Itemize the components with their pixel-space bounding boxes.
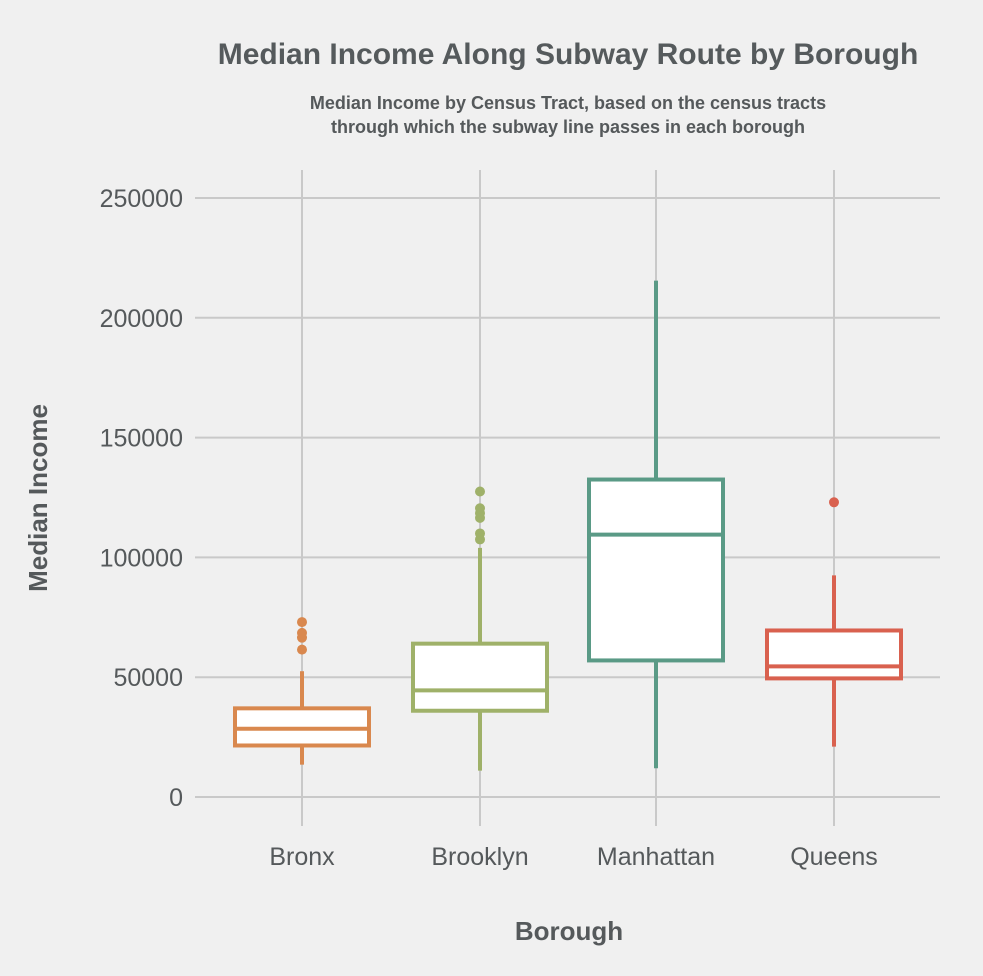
box-brooklyn [411,486,549,771]
outlier-point [297,617,307,628]
y-tick-label: 150000 [100,425,183,453]
outlier-point [475,528,485,539]
outlier-point [475,486,485,497]
chart-subtitle-line-2: through which the subway line passes in … [331,117,805,137]
outlier-point [297,627,307,638]
outlier-point [475,503,485,514]
outlier-point [297,644,307,655]
y-tick-label: 200000 [100,305,183,333]
x-tick-label: Brooklyn [431,843,528,871]
x-axis-label: Borough [515,916,623,946]
box-queens [765,497,903,747]
y-tick-label: 0 [169,784,183,812]
y-tick-label: 250000 [100,185,183,213]
y-tick-label: 50000 [113,664,183,692]
box-series [233,280,903,771]
iqr-box [587,477,725,663]
chart-subtitle-line-1: Median Income by Census Tract, based on … [310,93,826,113]
iqr-box [765,628,903,681]
y-axis-label: Median Income [23,404,53,592]
x-tick-label: Bronx [269,843,335,871]
x-tick-label: Queens [790,843,878,871]
y-axis-ticks: 0 50000 100000 150000 200000 250000 [100,185,183,812]
x-axis-ticks: Bronx Brooklyn Manhattan Queens [269,843,877,871]
box-bronx [233,617,371,765]
y-tick-label: 100000 [100,544,183,572]
chart-title: Median Income Along Subway Route by Boro… [218,38,919,71]
iqr-box [411,641,549,713]
outlier-point [829,497,839,508]
x-tick-label: Manhattan [597,843,715,871]
box-manhattan [587,280,725,769]
